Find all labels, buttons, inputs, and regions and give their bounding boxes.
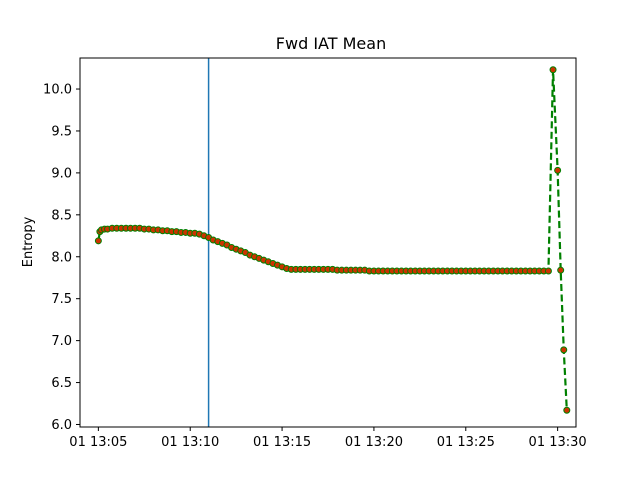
x-tick-label: 01 13:25 bbox=[437, 435, 495, 450]
data-point bbox=[563, 406, 571, 414]
plot-frame bbox=[79, 57, 577, 428]
x-tick-label: 01 13:15 bbox=[253, 435, 311, 450]
data-point bbox=[94, 237, 102, 245]
x-tick-label: 01 13:30 bbox=[529, 435, 587, 450]
plot-area: 01 13:05 01 13:10 01 13:15 01 13:20 01 13:25… bbox=[43, 57, 587, 450]
data-point bbox=[560, 346, 568, 354]
y-tick-label: 9.0 bbox=[51, 166, 72, 181]
y-tick-label: 8.5 bbox=[51, 208, 72, 223]
y-axis-label: Entropy bbox=[21, 216, 36, 267]
y-tick-label: 8.0 bbox=[51, 250, 72, 265]
y-tick-label: 6.5 bbox=[51, 376, 72, 391]
y-tick-label: 7.0 bbox=[51, 334, 72, 349]
x-tick-label: 01 13:05 bbox=[69, 435, 127, 450]
data-point bbox=[554, 166, 562, 174]
y-tick-label: 10.0 bbox=[43, 83, 72, 98]
y-tick-label: 6.0 bbox=[51, 418, 72, 433]
x-tick-label: 01 13:10 bbox=[161, 435, 219, 450]
y-tick-label: 7.5 bbox=[51, 292, 72, 307]
data-point bbox=[557, 266, 565, 274]
data-point bbox=[549, 66, 557, 74]
x-tick-label: 01 13:20 bbox=[345, 435, 403, 450]
chart-title: Fwd IAT Mean bbox=[276, 34, 386, 53]
data-point bbox=[544, 267, 552, 275]
y-tick-label: 9.5 bbox=[51, 124, 72, 139]
